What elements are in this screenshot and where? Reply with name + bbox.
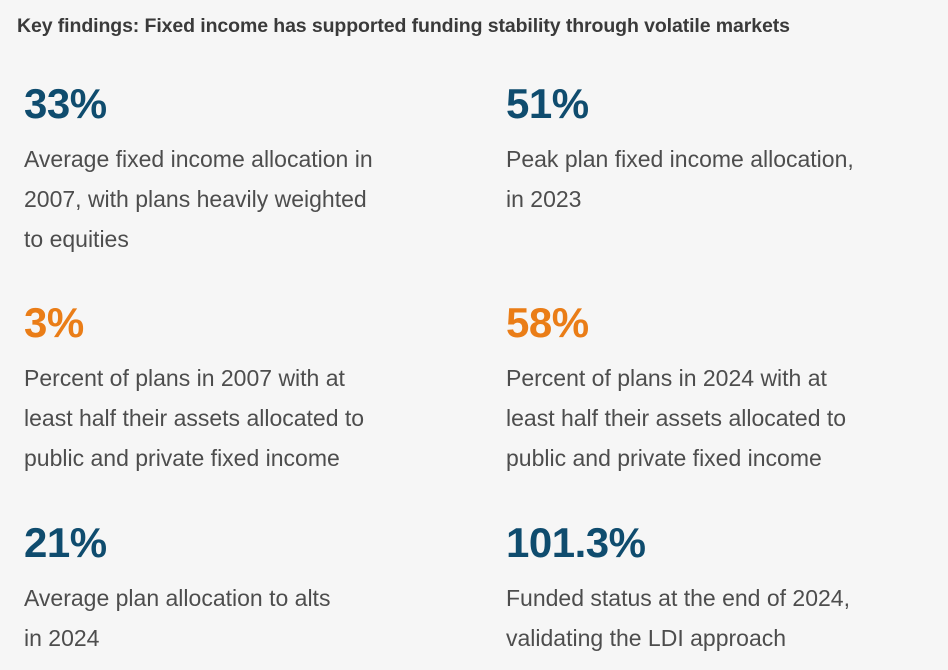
stat-description: Peak plan fixed income allocation, in 20… xyxy=(506,139,936,219)
stat-value: 58% xyxy=(506,299,589,346)
stat-value: 21% xyxy=(24,519,107,566)
description-line: validating the LDI approach xyxy=(506,625,787,651)
stat-value: 33% xyxy=(24,80,107,127)
finding-avg-fixed-income-2007: 33% Average fixed income allocation in 2… xyxy=(24,83,454,259)
finding-plans-half-fixed-2024: 58% Percent of plans in 2024 with at lea… xyxy=(506,302,936,478)
finding-plans-half-fixed-2007: 3% Percent of plans in 2007 with at leas… xyxy=(24,302,454,478)
finding-funded-status-2024: 101.3% Funded status at the end of 2024,… xyxy=(506,522,936,658)
description-line: Funded status at the end of 2024, xyxy=(506,585,850,611)
stat-description: Percent of plans in 2007 with at least h… xyxy=(24,358,454,478)
stat-value: 101.3% xyxy=(506,519,646,566)
finding-peak-fixed-income-2023: 51% Peak plan fixed income allocation, i… xyxy=(506,83,936,219)
description-line: least half their assets allocated to xyxy=(506,405,847,431)
description-line: public and private fixed income xyxy=(506,445,822,471)
description-line: Percent of plans in 2024 with at xyxy=(506,365,827,391)
finding-alts-allocation-2024: 21% Average plan allocation to alts in 2… xyxy=(24,522,454,658)
description-line: Percent of plans in 2007 with at xyxy=(24,365,345,391)
description-line: to equities xyxy=(24,226,129,252)
stat-description: Average plan allocation to alts in 2024 xyxy=(24,578,454,658)
description-line: Peak plan fixed income allocation, xyxy=(506,146,854,172)
description-line: in 2024 xyxy=(24,625,100,651)
description-line: Average plan allocation to alts xyxy=(24,585,331,611)
stat-value: 51% xyxy=(506,80,589,127)
description-line: in 2023 xyxy=(506,186,582,212)
stat-description: Funded status at the end of 2024, valida… xyxy=(506,578,936,658)
description-line: least half their assets allocated to xyxy=(24,405,365,431)
description-line: Average fixed income allocation in xyxy=(24,146,373,172)
page-title: Key findings: Fixed income has supported… xyxy=(17,15,790,37)
description-line: public and private fixed income xyxy=(24,445,340,471)
stat-description: Average fixed income allocation in 2007,… xyxy=(24,139,454,259)
description-line: 2007, with plans heavily weighted xyxy=(24,186,367,212)
stat-value: 3% xyxy=(24,299,84,346)
stat-description: Percent of plans in 2024 with at least h… xyxy=(506,358,936,478)
